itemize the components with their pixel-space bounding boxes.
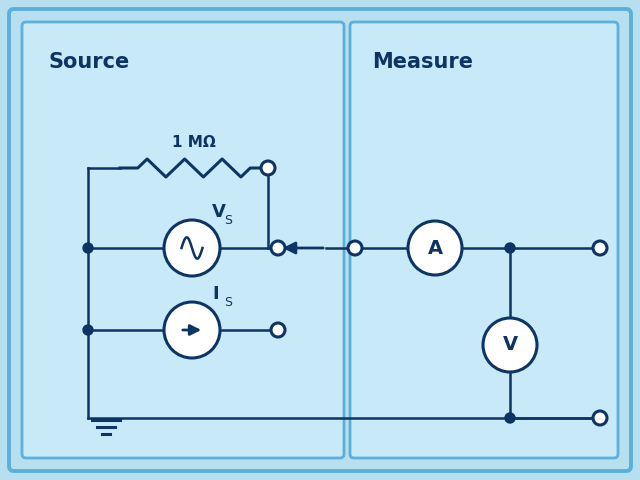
Text: A: A <box>428 239 443 257</box>
FancyBboxPatch shape <box>22 22 344 458</box>
Circle shape <box>593 241 607 255</box>
Circle shape <box>271 323 285 337</box>
Circle shape <box>83 243 93 253</box>
Text: 1 MΩ: 1 MΩ <box>172 135 216 150</box>
Circle shape <box>164 302 220 358</box>
Circle shape <box>261 161 275 175</box>
Circle shape <box>593 411 607 425</box>
Text: S: S <box>224 214 232 227</box>
Circle shape <box>408 221 462 275</box>
Circle shape <box>505 413 515 423</box>
Text: V: V <box>502 336 518 355</box>
Text: S: S <box>224 296 232 309</box>
Text: V: V <box>212 203 226 221</box>
Text: Measure: Measure <box>372 52 473 72</box>
Circle shape <box>83 325 93 335</box>
Text: I: I <box>212 285 219 303</box>
FancyBboxPatch shape <box>9 9 631 471</box>
FancyBboxPatch shape <box>350 22 618 458</box>
Circle shape <box>164 220 220 276</box>
Circle shape <box>348 241 362 255</box>
Circle shape <box>271 241 285 255</box>
Text: Source: Source <box>48 52 129 72</box>
Circle shape <box>483 318 537 372</box>
Circle shape <box>505 243 515 253</box>
